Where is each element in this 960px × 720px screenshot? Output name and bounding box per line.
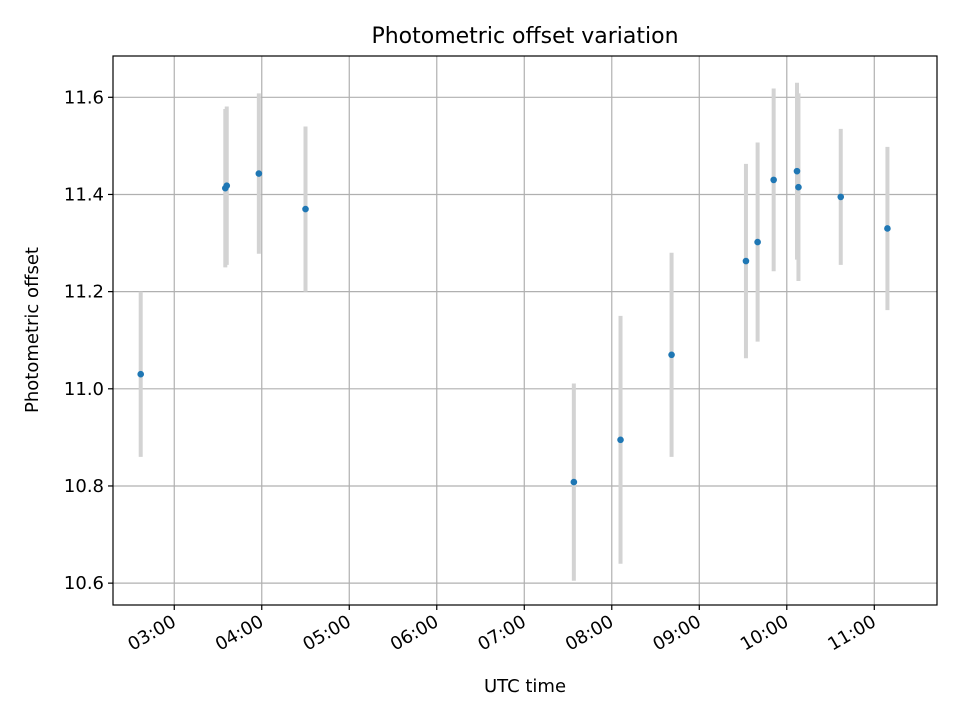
data-point <box>668 351 675 359</box>
data-point <box>754 238 761 246</box>
data-point <box>255 170 263 177</box>
data-point <box>837 193 845 201</box>
data-point <box>742 257 750 265</box>
data-point <box>137 370 145 378</box>
y-axis-label: Photometric offset <box>22 247 43 413</box>
data-point <box>884 225 891 232</box>
data-point <box>770 176 777 184</box>
data-point <box>570 478 578 486</box>
y-tick-label: 11.6 <box>64 87 104 108</box>
y-tick-label: 11.2 <box>64 282 104 303</box>
x-axis-label: UTC time <box>484 676 566 697</box>
data-marks <box>137 82 891 581</box>
y-tick-label: 11.4 <box>64 184 104 205</box>
y-tick-label: 10.6 <box>64 573 104 594</box>
data-point <box>793 167 801 175</box>
data-point <box>795 183 802 191</box>
chart-title: Photometric offset variation <box>371 24 678 49</box>
y-tick-label: 10.8 <box>64 476 104 497</box>
y-tick-label: 11.0 <box>64 379 104 400</box>
data-point <box>617 436 624 444</box>
data-point <box>302 205 309 213</box>
data-point <box>223 182 231 190</box>
y-axis: 10.6 10.8 11.0 11.2 11.4 11.6 <box>64 87 113 594</box>
plot-frame <box>112 55 938 606</box>
